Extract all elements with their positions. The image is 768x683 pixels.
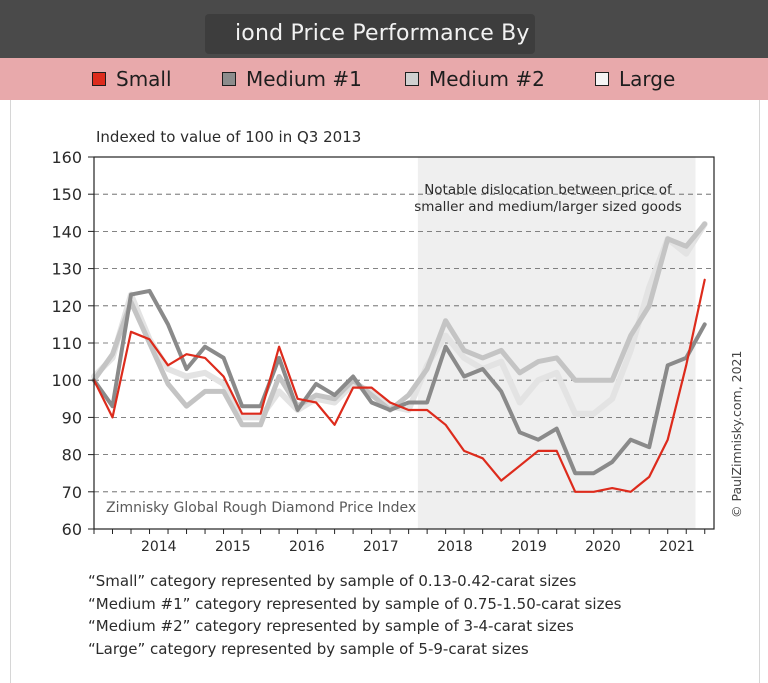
footnote-small: “Small” category represented by sample o… <box>88 572 577 590</box>
annotation-line-2: smaller and medium/larger sized goods <box>414 199 682 215</box>
title-pill: iond Price Performance By Si <box>205 14 535 54</box>
x-tick-label-2017: 2017 <box>363 539 399 555</box>
y-tick-label-100: 100 <box>51 371 82 390</box>
y-axis: 60 70 80 90 100 110 120 130 140 150 160 <box>51 148 94 539</box>
title-bar: iond Price Performance By Si <box>0 0 768 58</box>
footnote-large: “Large” category represented by sample o… <box>88 639 529 658</box>
y-tick-label-150: 150 <box>51 185 82 204</box>
x-tick-label-2014: 2014 <box>141 539 177 555</box>
y-tick-label-110: 110 <box>51 334 82 353</box>
footnotes: “Small” category represented by sample o… <box>88 570 622 660</box>
legend-swatch-medium-1 <box>222 72 236 86</box>
y-tick-label-70: 70 <box>62 483 82 502</box>
legend-swatch-medium-2 <box>405 72 419 86</box>
legend-label-medium-2: Medium #2 <box>429 67 545 91</box>
y-tick-label-130: 130 <box>51 260 82 279</box>
x-tick-label-2015: 2015 <box>215 539 251 555</box>
annotation-line-1: Notable dislocation between price of <box>424 182 673 198</box>
x-tick-label-2016: 2016 <box>289 539 325 555</box>
series-lines <box>91 221 708 493</box>
credit: © PaulZimnisky.com, 2021 <box>729 351 744 518</box>
legend-item-small[interactable]: Small <box>92 67 172 91</box>
legend-item-medium-2[interactable]: Medium #2 <box>405 67 545 91</box>
chart-title: iond Price Performance By Si <box>235 21 535 46</box>
x-tick-label-2018: 2018 <box>437 539 473 555</box>
y-tick-label-60: 60 <box>62 520 82 539</box>
footnote-medium-2: “Medium #2” category represented by samp… <box>88 617 574 635</box>
chart-subtitle: Indexed to value of 100 in Q3 2013 <box>96 128 361 146</box>
legend-swatch-small <box>92 72 106 86</box>
footnote-medium-1: “Medium #1” category represented by samp… <box>88 594 622 613</box>
y-tick-label-90: 90 <box>62 408 82 427</box>
watermark: Zimnisky Global Rough Diamond Price Inde… <box>106 500 416 516</box>
x-tick-label-2019: 2019 <box>511 539 547 555</box>
x-tick-label-2020: 2020 <box>585 539 621 555</box>
x-axis: 2014 2015 2016 2017 2018 2019 2020 2021 <box>93 529 706 555</box>
legend-swatch-large <box>595 72 609 86</box>
y-tick-label-80: 80 <box>62 446 82 465</box>
legend-label-small: Small <box>116 67 172 91</box>
series-line-small <box>92 278 706 493</box>
x-tick-label-2021: 2021 <box>659 539 695 555</box>
series-line-medium-2 <box>91 221 708 428</box>
legend-item-large[interactable]: Large <box>595 67 676 91</box>
legend-item-medium-1[interactable]: Medium #1 <box>222 67 362 91</box>
legend: Small Medium #1 Medium #2 Large <box>0 58 768 100</box>
y-tick-label-140: 140 <box>51 222 82 241</box>
y-tick-label-120: 120 <box>51 297 82 316</box>
legend-label-medium-1: Medium #1 <box>246 67 362 91</box>
legend-label-large: Large <box>619 67 676 91</box>
y-tick-label-160: 160 <box>51 148 82 167</box>
